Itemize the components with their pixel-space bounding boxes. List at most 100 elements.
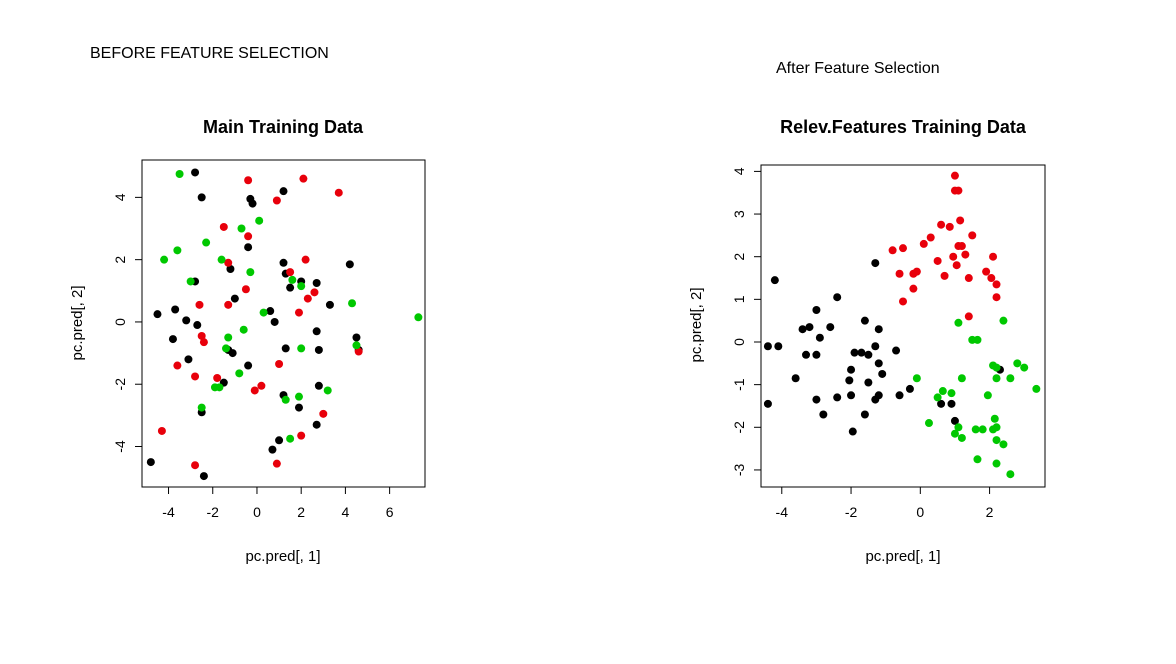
data-point-black (848, 427, 857, 436)
data-point-black (279, 187, 288, 196)
y-tick-label: 2 (112, 256, 128, 264)
data-point-black (184, 355, 193, 364)
data-point-red (286, 268, 295, 277)
x-axis-label-main: pc.pred[, 1] (245, 548, 320, 565)
plot-relev-training: Relev.Features Training Data -4 -2 0 2 -3 -2… (688, 117, 1046, 565)
data-point-red (989, 252, 998, 261)
data-point-green (973, 335, 982, 344)
x-tick-label: 2 (986, 504, 994, 520)
data-point-red (213, 374, 222, 382)
data-point-green (222, 344, 231, 353)
y-axis-relev: -3 -2 -1 0 1 2 3 4 (731, 167, 762, 477)
data-point-red (964, 274, 973, 283)
data-point-green (1013, 359, 1022, 368)
data-point-black (892, 346, 901, 355)
data-point-black (325, 300, 334, 309)
data-point-black (153, 310, 162, 319)
data-point-green (1006, 374, 1015, 383)
y-axis-main: -4 -2 0 2 4 (112, 193, 143, 453)
data-point-black (812, 350, 821, 359)
data-point-green (294, 392, 303, 401)
data-point-green (924, 419, 933, 428)
data-point-green (999, 440, 1008, 449)
data-point-black (230, 294, 239, 303)
y-axis-label-relev: pc.pred[, 2] (688, 287, 705, 362)
data-point-black (860, 410, 869, 419)
data-point-black (857, 348, 866, 357)
data-point-green (224, 333, 233, 342)
data-point-black (847, 365, 856, 374)
data-point-green (323, 386, 332, 395)
data-point-black (798, 325, 807, 334)
data-point-green (202, 238, 211, 247)
data-point-red (919, 239, 928, 248)
data-point-red (297, 431, 306, 440)
y-tick-label: 0 (112, 318, 128, 326)
data-point-black (266, 307, 275, 316)
data-point-red (197, 331, 206, 340)
data-point-red (319, 409, 328, 418)
y-tick-label: -2 (112, 378, 128, 391)
data-point-green (288, 275, 297, 284)
data-point-green (973, 455, 982, 464)
data-point-red (224, 258, 233, 267)
y-tick-label: 2 (731, 253, 747, 261)
data-point-green (954, 318, 963, 327)
data-point-red (968, 231, 977, 240)
data-point-green (947, 389, 956, 398)
data-point-green (237, 224, 246, 233)
data-point-red (954, 242, 963, 251)
data-point-green (992, 374, 1001, 383)
data-point-black (197, 193, 206, 202)
y-tick-label: -1 (731, 378, 747, 391)
points-main (146, 168, 423, 481)
data-point-black (774, 342, 783, 351)
data-point-black (226, 265, 235, 273)
caption-before: BEFORE FEATURE SELECTION (90, 45, 329, 62)
data-point-green (1020, 363, 1029, 372)
data-point-green (235, 369, 244, 378)
data-point-black (270, 317, 279, 326)
data-point-red (257, 381, 266, 390)
data-point-black (950, 416, 959, 425)
data-point-black (345, 260, 354, 269)
data-point-red (191, 461, 200, 470)
data-point-red (244, 176, 253, 185)
data-point-red (954, 186, 963, 195)
data-point-black (947, 399, 956, 408)
data-point-black (845, 376, 854, 385)
data-point-black (763, 399, 772, 408)
data-point-red (949, 252, 958, 261)
data-point-red (909, 284, 918, 293)
data-point-red (272, 459, 281, 468)
data-point-black (281, 344, 290, 353)
data-point-black (191, 168, 200, 177)
data-point-red (157, 426, 166, 435)
data-point-red (224, 300, 233, 309)
data-point-black (812, 306, 821, 315)
y-tick-label: -2 (731, 421, 747, 434)
data-point-black (871, 259, 880, 268)
y-tick-label: -3 (731, 464, 747, 477)
data-point-green (992, 459, 1001, 468)
x-tick-label: 4 (342, 504, 350, 520)
data-point-green (983, 391, 992, 400)
data-point-red (982, 267, 991, 276)
data-point-green (217, 255, 226, 264)
data-point-green (255, 216, 264, 225)
data-point-red (334, 188, 343, 197)
data-point-black (895, 391, 904, 400)
data-point-green (1006, 470, 1015, 479)
data-point-red (272, 196, 281, 205)
data-point-red (987, 274, 996, 283)
data-point-black (182, 316, 191, 325)
data-point-red (241, 285, 250, 294)
data-point-green (297, 282, 306, 291)
data-point-red (299, 174, 308, 183)
y-tick-label: 0 (731, 338, 747, 346)
data-point-green (352, 341, 361, 350)
data-point-red (899, 297, 907, 306)
data-point-red (310, 288, 319, 297)
x-tick-label: 0 (253, 504, 261, 520)
data-point-black (244, 361, 253, 370)
